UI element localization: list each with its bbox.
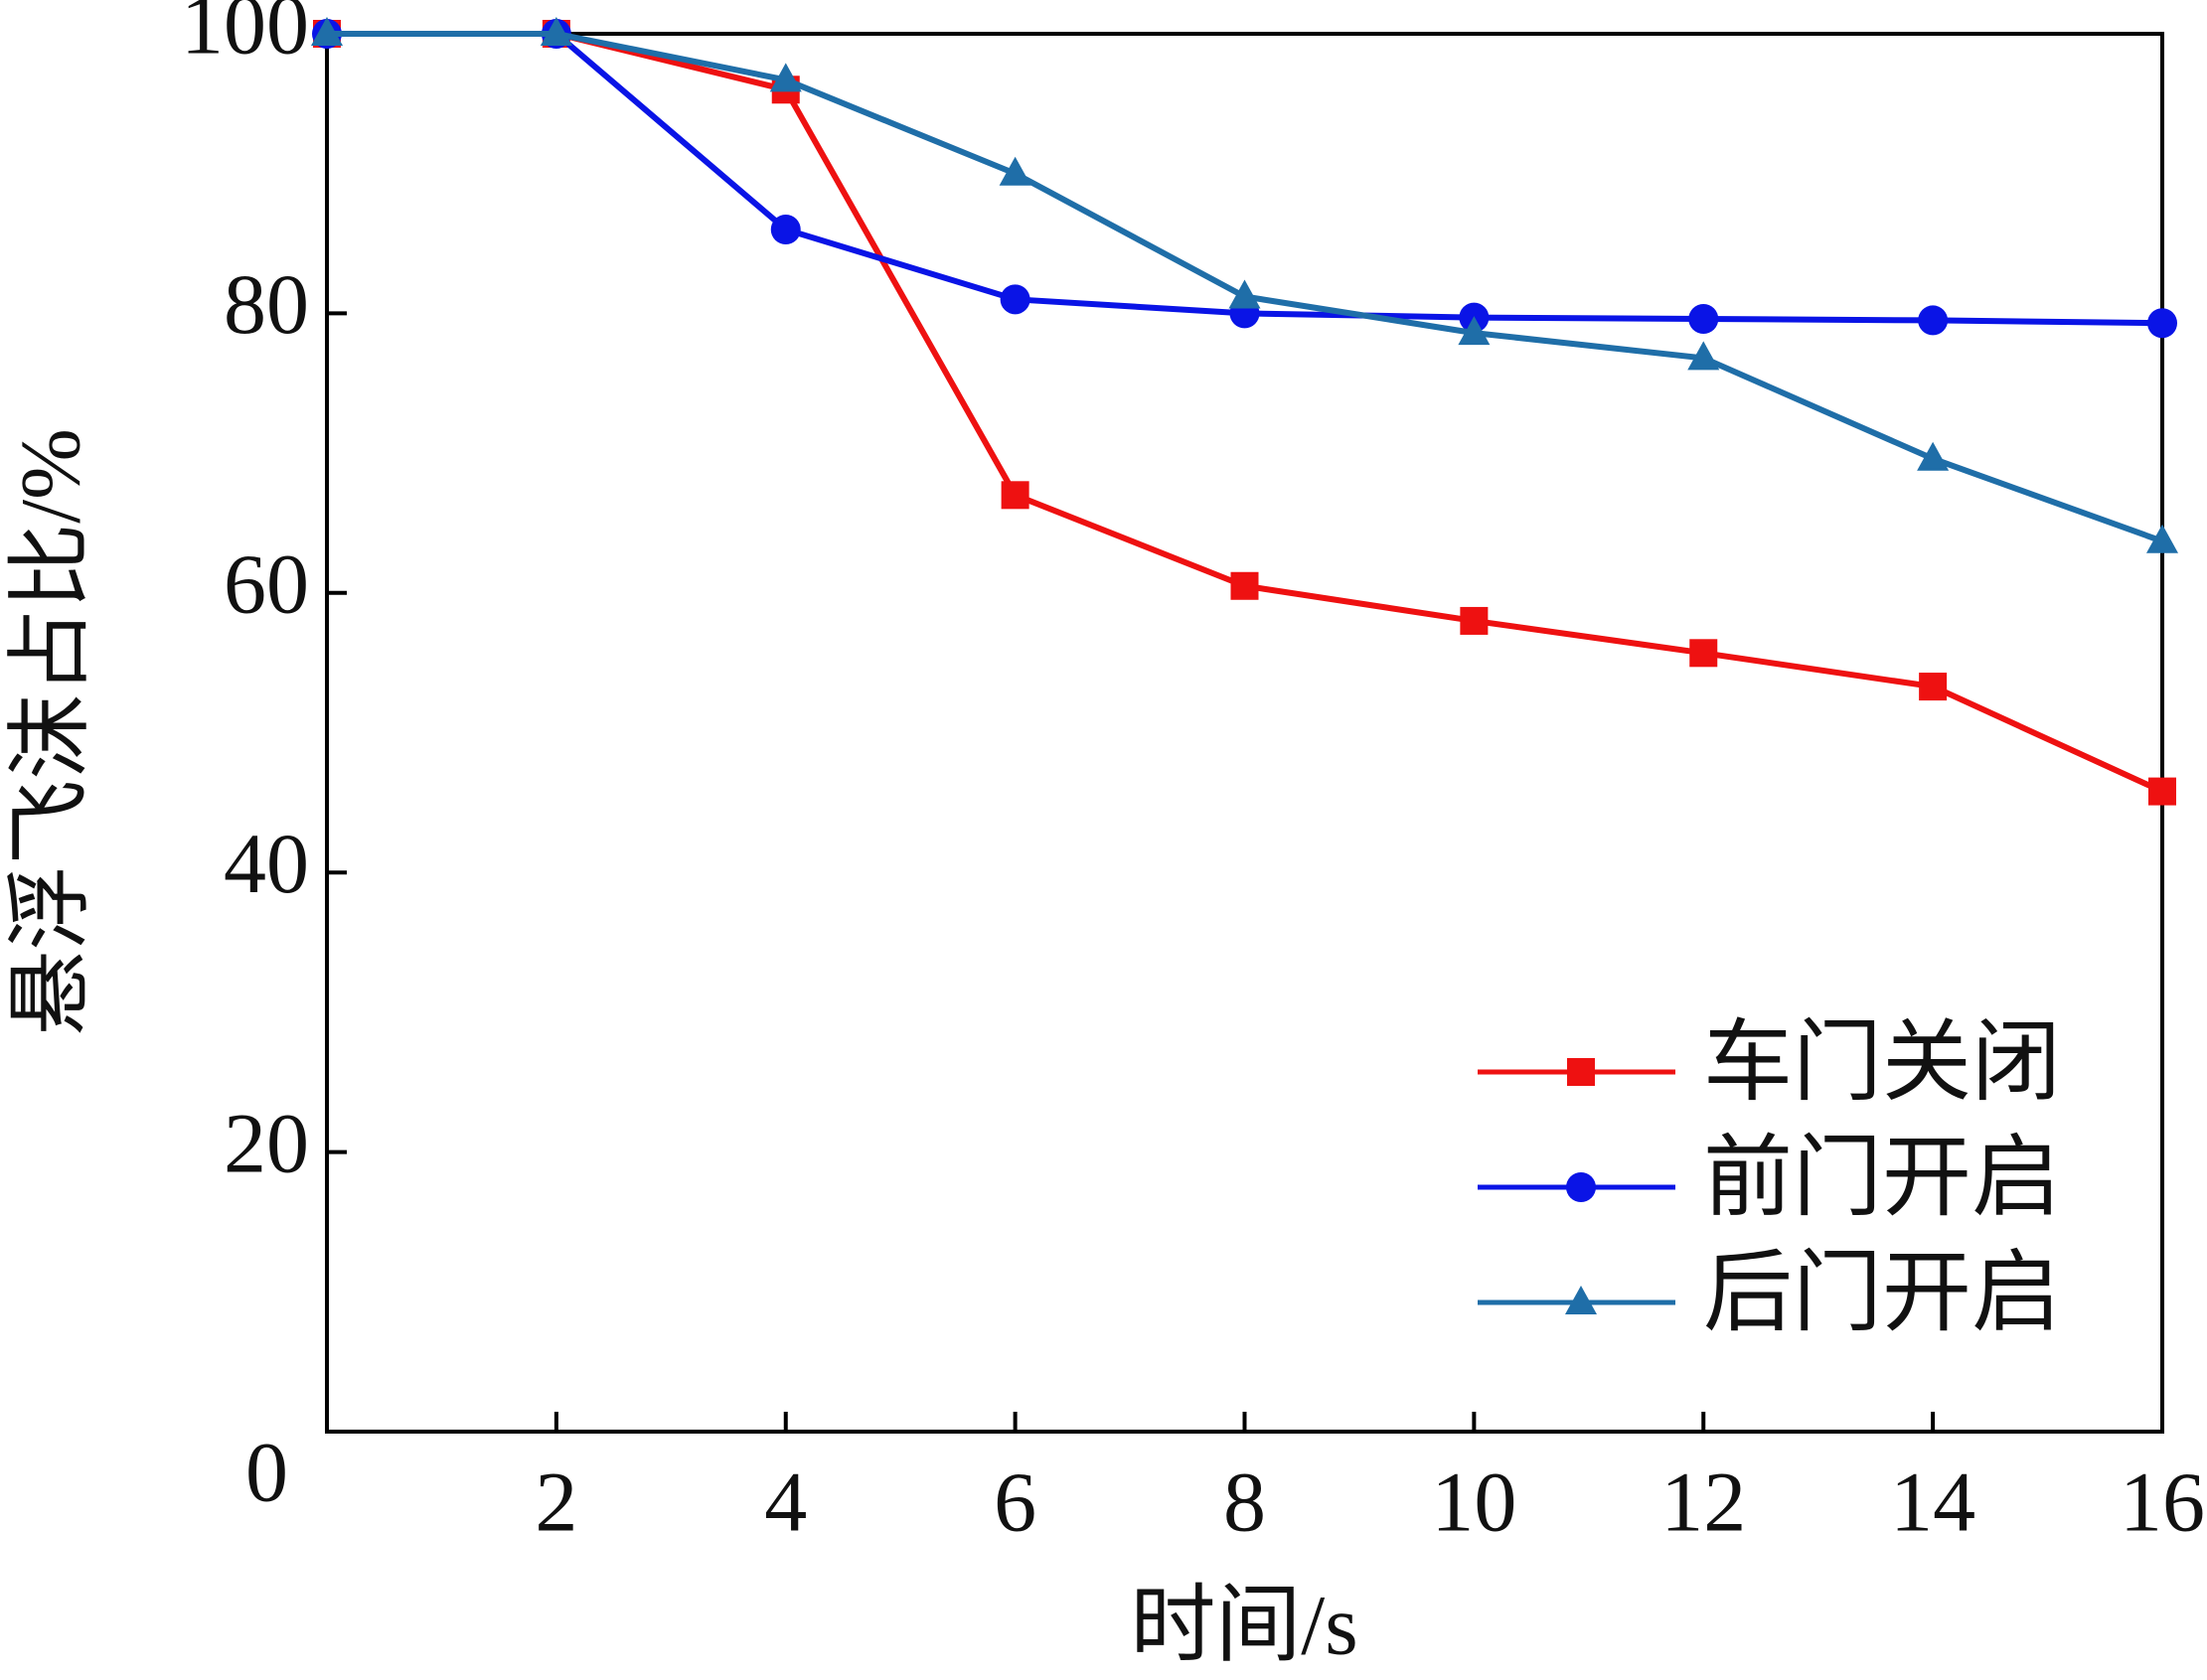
- y-tick-label: 20: [224, 1095, 309, 1190]
- x-tick-label: 2: [535, 1454, 577, 1550]
- legend-marker: [1567, 1058, 1595, 1086]
- y-tick-label: 100: [181, 0, 309, 73]
- x-axis-label: 时间/s: [1130, 1578, 1357, 1673]
- marker: [311, 17, 343, 46]
- x-tick-label: 10: [1431, 1454, 1516, 1550]
- marker: [2147, 308, 2177, 339]
- marker: [770, 214, 801, 244]
- legend-marker: [1566, 1172, 1596, 1202]
- legend-label: 前门开启: [1703, 1130, 2061, 1228]
- y-tick-label: 0: [245, 1425, 288, 1520]
- marker: [1228, 279, 1261, 309]
- x-tick-label: 4: [764, 1454, 807, 1550]
- marker: [1460, 606, 1489, 635]
- marker: [999, 156, 1031, 186]
- y-axis-label: 悬浮飞沫占比/%: [3, 428, 98, 1036]
- marker: [1458, 316, 1491, 346]
- legend-marker: [1565, 1286, 1597, 1314]
- marker: [2146, 524, 2178, 553]
- marker: [769, 63, 802, 92]
- y-tick-label: 60: [224, 536, 309, 632]
- x-tick-label: 6: [994, 1454, 1036, 1550]
- marker: [1919, 673, 1948, 701]
- x-tick-label: 16: [2120, 1454, 2205, 1550]
- marker: [1689, 639, 1718, 668]
- x-tick-label: 8: [1223, 1454, 1266, 1550]
- legend-label: 车门关闭: [1703, 1014, 2061, 1113]
- marker: [1001, 481, 1029, 510]
- marker: [540, 17, 572, 46]
- marker: [1687, 341, 1720, 371]
- marker: [1688, 304, 1719, 335]
- x-tick-label: 14: [1890, 1454, 1975, 1550]
- legend-label: 后门开启: [1703, 1245, 2061, 1343]
- series-line: [327, 31, 2164, 795]
- x-tick-label: 12: [1660, 1454, 1746, 1550]
- y-tick-label: 40: [224, 816, 309, 911]
- y-tick-label: 80: [224, 256, 309, 352]
- marker: [1000, 284, 1030, 315]
- marker: [2148, 777, 2176, 806]
- marker: [1917, 441, 1950, 471]
- marker: [1230, 571, 1259, 600]
- marker: [1918, 305, 1949, 336]
